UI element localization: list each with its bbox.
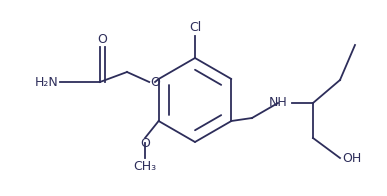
Text: H₂N: H₂N xyxy=(34,75,58,89)
Text: Cl: Cl xyxy=(189,21,201,34)
Text: CH₃: CH₃ xyxy=(134,160,157,173)
Text: O: O xyxy=(150,75,160,89)
Text: NH: NH xyxy=(269,96,288,110)
Text: OH: OH xyxy=(342,152,361,164)
Text: O: O xyxy=(140,137,150,150)
Text: O: O xyxy=(98,33,107,46)
